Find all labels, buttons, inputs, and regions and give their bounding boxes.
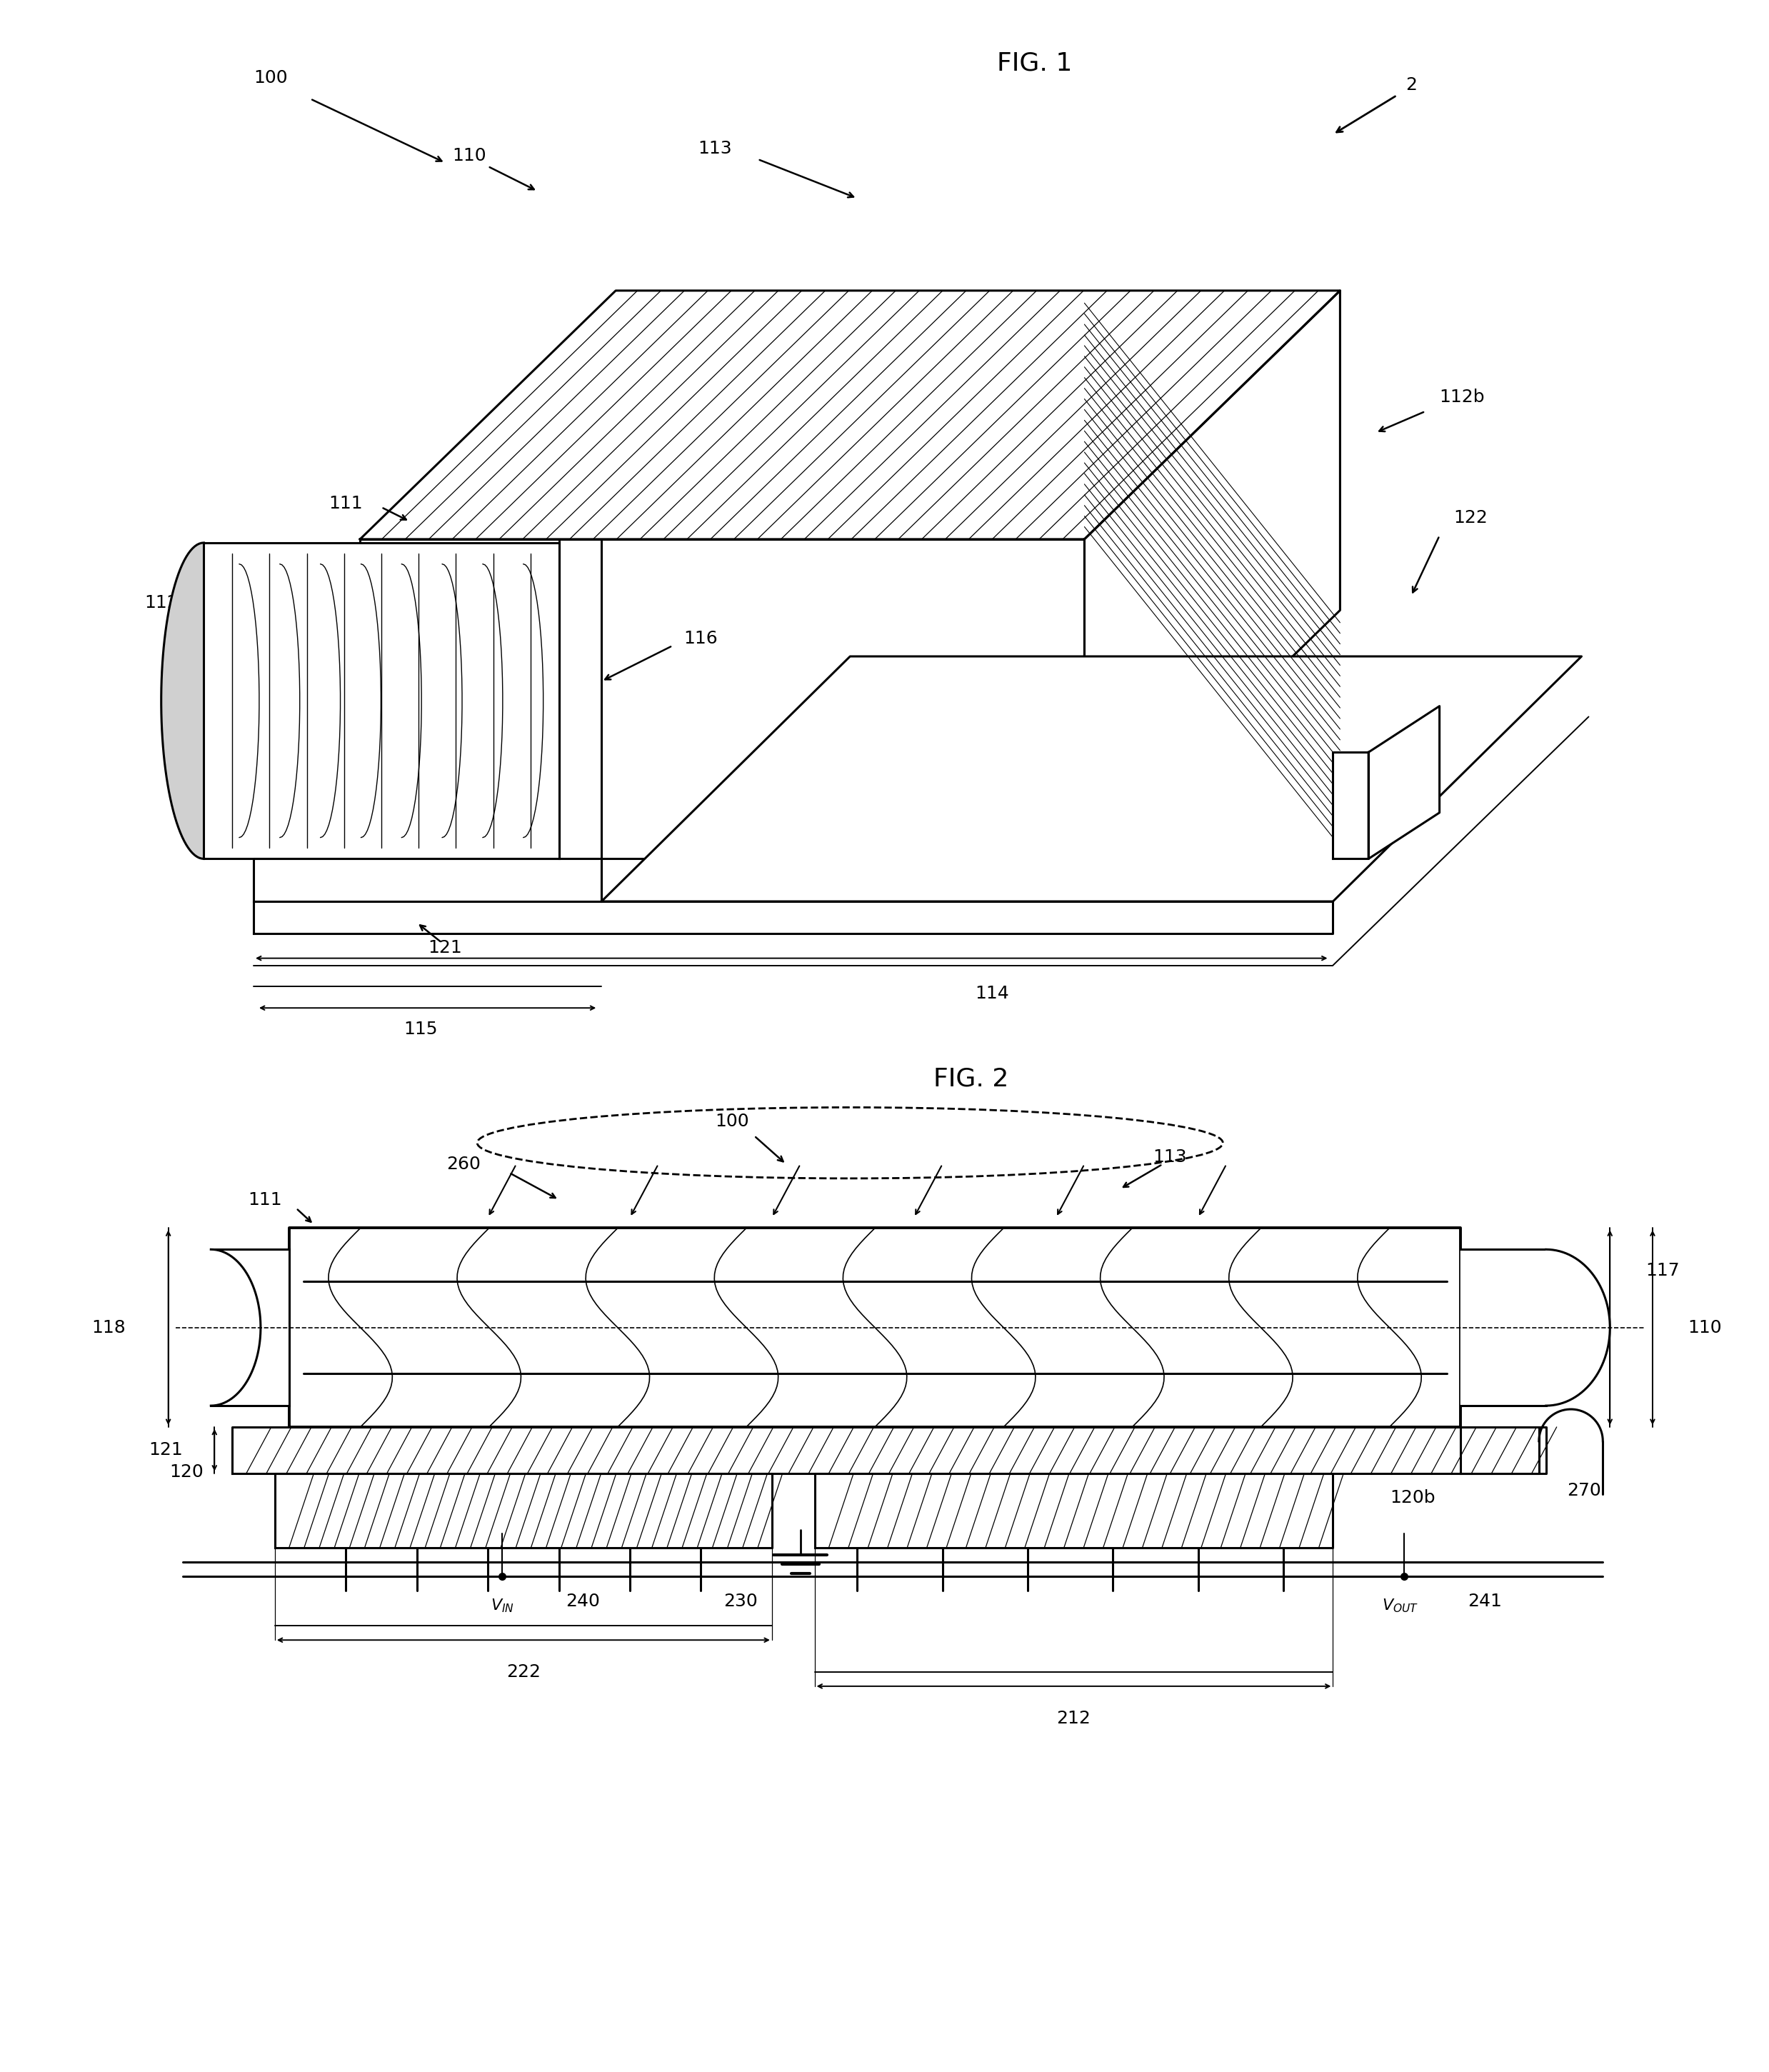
Text: 100: 100: [253, 68, 288, 87]
Text: 2: 2: [200, 729, 212, 746]
Text: 114: 114: [975, 984, 1008, 1003]
Text: 121: 121: [149, 1442, 182, 1459]
Text: 2: 2: [1405, 77, 1417, 93]
Polygon shape: [1084, 290, 1341, 858]
Text: 122: 122: [1454, 510, 1488, 526]
Polygon shape: [161, 543, 203, 858]
Text: 121: 121: [428, 939, 462, 955]
Text: 113: 113: [699, 141, 732, 157]
Text: 230: 230: [724, 1593, 757, 1610]
Text: $V_{IN}$: $V_{IN}$: [490, 1598, 513, 1614]
Text: 112a: 112a: [237, 1270, 281, 1287]
Text: 120: 120: [253, 765, 288, 781]
Polygon shape: [1334, 752, 1369, 858]
Text: 120: 120: [170, 1463, 203, 1479]
Polygon shape: [274, 1473, 771, 1548]
Text: 112b: 112b: [1355, 1270, 1399, 1287]
Polygon shape: [814, 1473, 1334, 1548]
Polygon shape: [253, 901, 1334, 932]
Text: 112a: 112a: [145, 595, 189, 611]
Text: 222: 222: [506, 1664, 541, 1680]
Text: 250: 250: [847, 1345, 881, 1361]
Text: 122: 122: [1497, 1446, 1530, 1465]
Text: 118: 118: [92, 1320, 126, 1336]
Text: 240: 240: [566, 1593, 600, 1610]
Text: 210a: 210a: [998, 1525, 1044, 1542]
Text: 241: 241: [1468, 1593, 1502, 1610]
Text: 270: 270: [1567, 1481, 1601, 1500]
Text: 251: 251: [1153, 1481, 1187, 1500]
Text: 120a: 120a: [302, 1490, 348, 1506]
Polygon shape: [253, 858, 601, 901]
Text: 110: 110: [453, 147, 486, 164]
Text: 111: 111: [329, 495, 363, 512]
Polygon shape: [1546, 1249, 1610, 1405]
Polygon shape: [361, 290, 1341, 539]
Text: 252: 252: [1348, 1270, 1382, 1287]
Text: 111: 111: [248, 1191, 281, 1208]
Text: 115: 115: [403, 1021, 437, 1038]
Text: 260: 260: [446, 1156, 481, 1173]
Polygon shape: [211, 1249, 260, 1405]
Text: 220a: 220a: [508, 1525, 554, 1542]
Text: FIG. 2: FIG. 2: [934, 1067, 1008, 1092]
Text: 112b: 112b: [1440, 390, 1484, 406]
Text: 117: 117: [1645, 1262, 1679, 1278]
Text: 120b: 120b: [1390, 1490, 1435, 1506]
Polygon shape: [1369, 707, 1440, 858]
Text: 110: 110: [1688, 1320, 1721, 1336]
Polygon shape: [361, 539, 1084, 858]
Polygon shape: [232, 1428, 1546, 1473]
Polygon shape: [288, 1229, 1461, 1428]
Text: 212: 212: [1056, 1709, 1091, 1726]
Text: $V_{OUT}$: $V_{OUT}$: [1382, 1598, 1419, 1614]
Text: 220: 220: [393, 1525, 426, 1542]
Polygon shape: [203, 543, 559, 858]
Text: 116: 116: [685, 630, 718, 646]
Polygon shape: [302, 1280, 1447, 1374]
Polygon shape: [1461, 1428, 1539, 1473]
Polygon shape: [211, 1249, 288, 1405]
Text: FIG. 1: FIG. 1: [998, 52, 1072, 75]
Text: 100: 100: [715, 1113, 748, 1129]
Polygon shape: [1461, 1249, 1546, 1405]
Polygon shape: [601, 657, 1581, 901]
Text: 113: 113: [1153, 1148, 1187, 1167]
Text: 210: 210: [840, 1525, 874, 1542]
